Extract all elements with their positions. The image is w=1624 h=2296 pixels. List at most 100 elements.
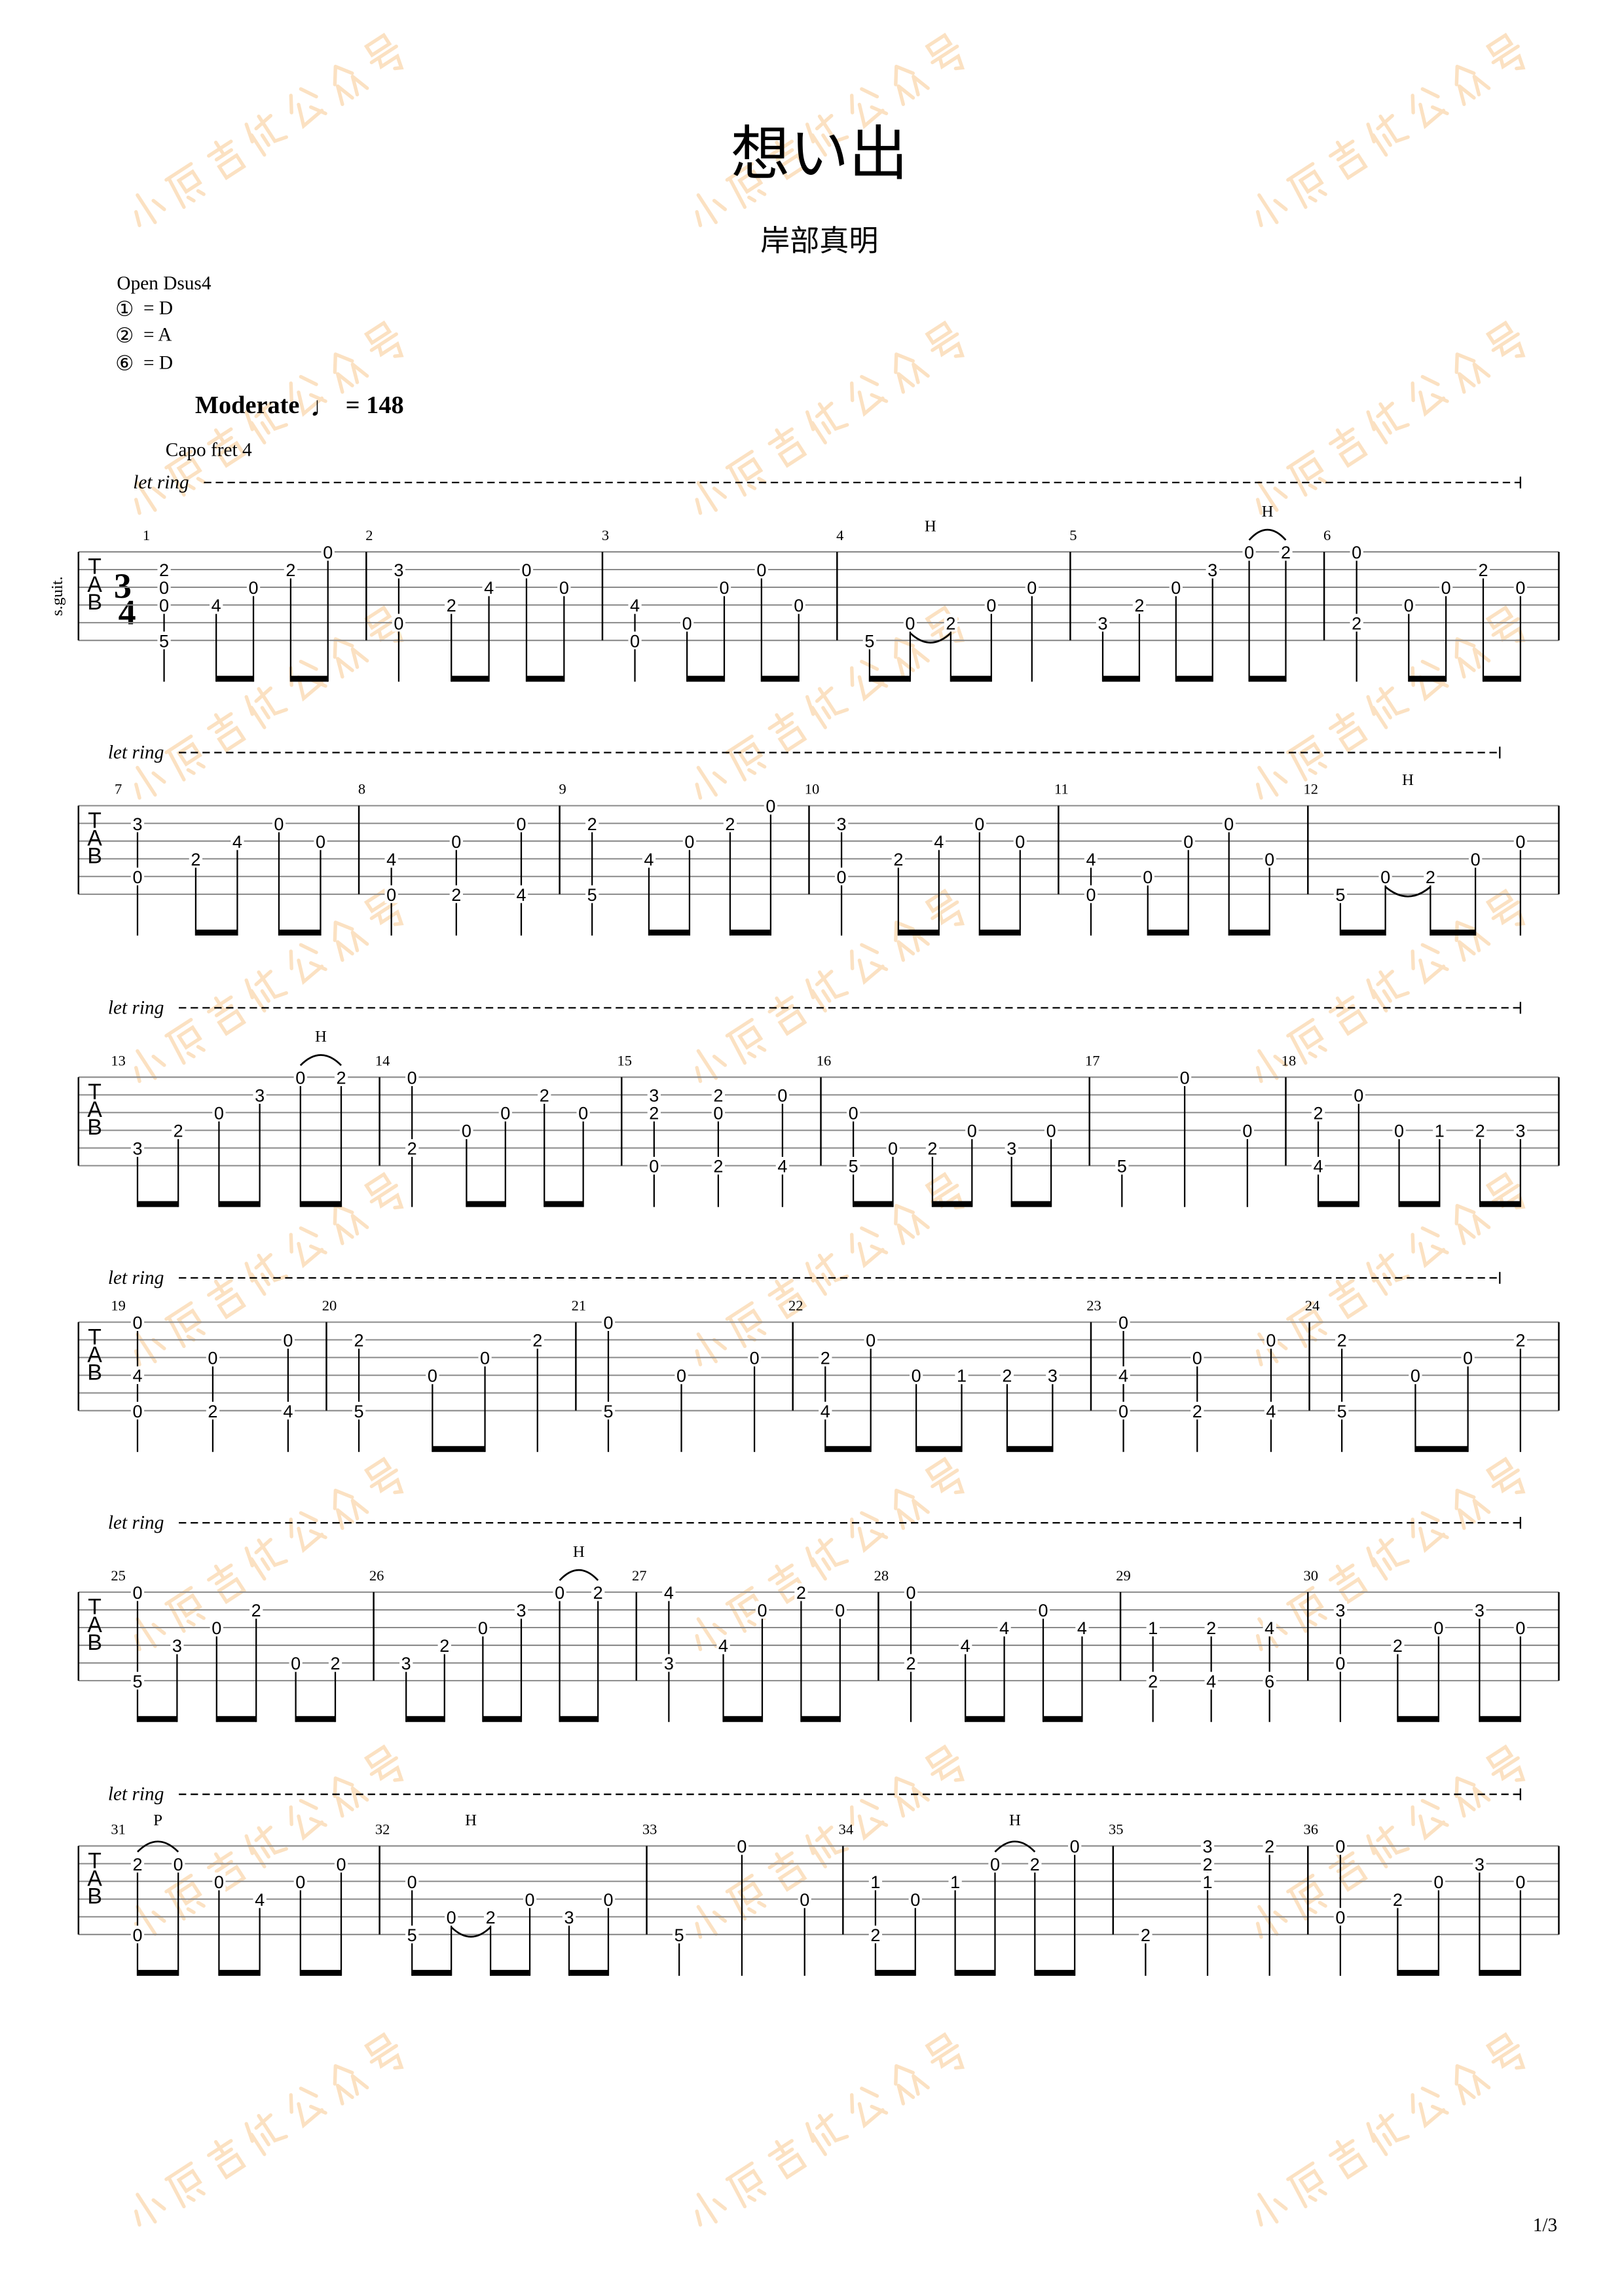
fret-number: 2 bbox=[174, 1121, 183, 1141]
tab-chord-fret-numbers: 0 bbox=[174, 1855, 183, 1874]
fret-number: 0 bbox=[386, 885, 396, 905]
fret-number: 0 bbox=[1086, 885, 1096, 905]
tab-chord-fret-numbers: 2 bbox=[893, 850, 903, 869]
measure-number: 8 bbox=[358, 781, 365, 797]
watermark-glyph bbox=[1411, 943, 1449, 985]
fret-number-background bbox=[662, 1654, 676, 1672]
tab-note-column: 3 bbox=[1046, 1366, 1060, 1386]
fret-number-background bbox=[231, 832, 244, 850]
tab-note-column: 2 bbox=[1391, 1636, 1405, 1656]
fret-number-background bbox=[1473, 1601, 1486, 1619]
tab-note-column: 5 bbox=[1115, 1157, 1129, 1176]
watermark-glyph bbox=[134, 1332, 166, 1366]
tab-note-column: 0 bbox=[1044, 1121, 1058, 1141]
tab-chord-fret-numbers: 0 bbox=[1143, 867, 1153, 887]
tab-note-column: 0 bbox=[754, 560, 768, 580]
tab-note-column: 0 bbox=[1141, 867, 1154, 887]
fret-number-background bbox=[1424, 867, 1437, 886]
fret-number-background bbox=[1200, 1837, 1215, 1855]
watermark-glyph bbox=[1485, 1456, 1526, 1495]
slur-arc bbox=[994, 1840, 1036, 1853]
eighth-beam bbox=[687, 676, 724, 682]
fret-number-background bbox=[711, 1085, 726, 1104]
fret-number: 5 bbox=[354, 1402, 364, 1421]
fret-number-background bbox=[662, 1583, 676, 1601]
fret-number: 0 bbox=[603, 1890, 613, 1910]
tab-chord-fret-numbers: 0 bbox=[1515, 832, 1525, 852]
fret-number-background bbox=[384, 885, 398, 903]
fret-number: 0 bbox=[555, 1583, 564, 1603]
fret-number-background bbox=[716, 1636, 730, 1654]
measure-number: 29 bbox=[1116, 1567, 1131, 1584]
tab-chord-fret-numbers: 0 bbox=[462, 1121, 471, 1141]
fret-number: 0 bbox=[295, 1872, 305, 1892]
tab-chord-fret-numbers: 2 bbox=[1515, 1331, 1525, 1351]
fret-number-background bbox=[1279, 543, 1293, 561]
fret-number-background bbox=[249, 1601, 263, 1619]
tab-chord-fret-numbers: 4 bbox=[1077, 1618, 1087, 1638]
fret-number: 6 bbox=[1264, 1671, 1274, 1691]
watermark-glyph bbox=[695, 193, 728, 228]
fret-number: 4 bbox=[1314, 1157, 1323, 1176]
tab-chord-fret-numbers: 3 bbox=[516, 1601, 526, 1620]
fret-number: 4 bbox=[232, 832, 242, 852]
let-ring-text: let ring bbox=[108, 1784, 164, 1805]
fret-number: 0 bbox=[1335, 1837, 1345, 1857]
fret-number-background bbox=[1200, 1872, 1215, 1891]
fret-number-background bbox=[314, 832, 327, 850]
tab-note-column: 2 bbox=[925, 1139, 940, 1159]
watermark-glyph bbox=[850, 374, 889, 417]
fret-number-background bbox=[1206, 560, 1219, 579]
fret-number: 1 bbox=[957, 1366, 967, 1386]
watermark-glyph bbox=[164, 735, 206, 782]
fret-number-background bbox=[647, 1085, 661, 1104]
fret-number: 0 bbox=[480, 1349, 490, 1368]
hammer-on-label: H bbox=[1402, 771, 1414, 789]
tab-clef-letter: B bbox=[87, 1360, 102, 1385]
fret-number-background bbox=[1132, 596, 1147, 614]
fret-number-background bbox=[130, 1313, 145, 1331]
fret-number-background bbox=[647, 1103, 661, 1121]
tab-chord-fret-numbers: 0 bbox=[756, 560, 766, 580]
tab-chord-fret-numbers: 0 bbox=[578, 1104, 588, 1123]
fret-number-background bbox=[585, 814, 599, 833]
tab-chord-fret-numbers: 0 bbox=[1515, 578, 1525, 598]
tab-note-column: 0 bbox=[1461, 1349, 1475, 1368]
fret-number-background bbox=[553, 1583, 566, 1601]
fret-number: 2 bbox=[286, 560, 295, 580]
tab-chord-fret-numbers: 0 bbox=[737, 1837, 747, 1857]
tab-chord-fret-numbers: 0 bbox=[1433, 1872, 1443, 1892]
fret-number-background bbox=[1513, 832, 1527, 850]
let-ring-marking: let ring bbox=[108, 1267, 1501, 1288]
fret-number: 1 bbox=[1148, 1618, 1158, 1638]
watermark-graphic bbox=[1255, 605, 1526, 800]
tab-note-column: 0 bbox=[1439, 578, 1453, 598]
fret-number-background bbox=[1204, 1671, 1218, 1690]
fret-number: 0 bbox=[905, 613, 915, 633]
fret-number-background bbox=[997, 1618, 1011, 1637]
tab-chord-fret-numbers: 0 bbox=[910, 1890, 920, 1910]
eighth-beam bbox=[1415, 1446, 1468, 1452]
watermark-glyph bbox=[134, 1617, 166, 1651]
fret-number: 3 bbox=[394, 560, 403, 580]
watermark-glyph bbox=[805, 2113, 849, 2157]
fret-number-background bbox=[1468, 850, 1483, 868]
fret-number-background bbox=[904, 1654, 918, 1672]
tab-chord-fret-numbers: 0 bbox=[1183, 832, 1193, 852]
eighth-beam bbox=[216, 1716, 257, 1722]
eighth-beam bbox=[559, 1716, 599, 1722]
tab-note-column: 2 bbox=[189, 850, 203, 869]
fret-number-background bbox=[172, 1855, 185, 1873]
tuning-string-2: ② = A bbox=[115, 323, 172, 347]
measure: 153 2 02 0 20 4 bbox=[618, 1052, 790, 1207]
fret-number-background bbox=[1513, 578, 1527, 596]
fret-number: 4 bbox=[283, 1402, 293, 1421]
fret-number-background bbox=[775, 1085, 790, 1104]
measure-number: 25 bbox=[111, 1567, 126, 1584]
